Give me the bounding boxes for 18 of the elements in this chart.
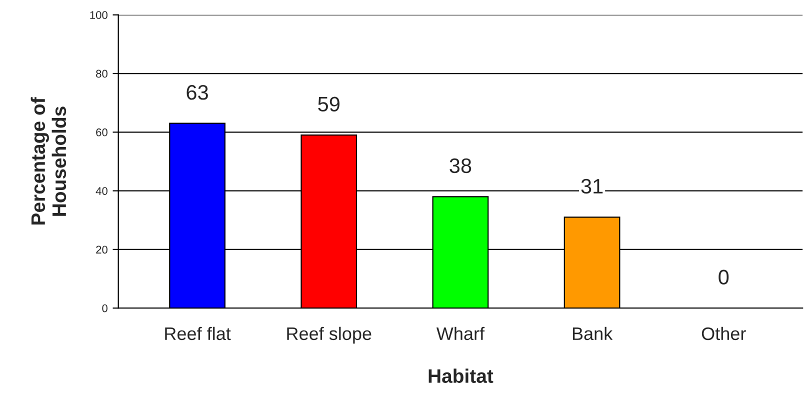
x-tick-label: Reef slope — [287, 326, 372, 344]
data-label: 31 — [581, 178, 603, 194]
x-axis-title: Habitat — [428, 368, 494, 383]
data-label: 59 — [318, 96, 340, 112]
data-label: 0 — [718, 270, 729, 285]
x-tick-label: Wharf — [436, 326, 485, 340]
y-tick-label: 0 — [102, 304, 108, 312]
x-tick-label: Other — [702, 326, 746, 340]
y-tick-label: 80 — [96, 70, 108, 78]
x-tick-label: Bank — [572, 326, 613, 340]
x-tick-label: Reef flat — [165, 326, 231, 340]
y-tick-label: 100 — [90, 11, 108, 20]
data-label: 63 — [186, 85, 208, 100]
y-tick-label: 40 — [96, 187, 108, 195]
y-axis-title: Percentage of Households — [30, 97, 66, 224]
data-label: 38 — [450, 158, 472, 174]
y-tick-label: 20 — [96, 246, 108, 254]
y-tick-label: 60 — [96, 128, 108, 136]
